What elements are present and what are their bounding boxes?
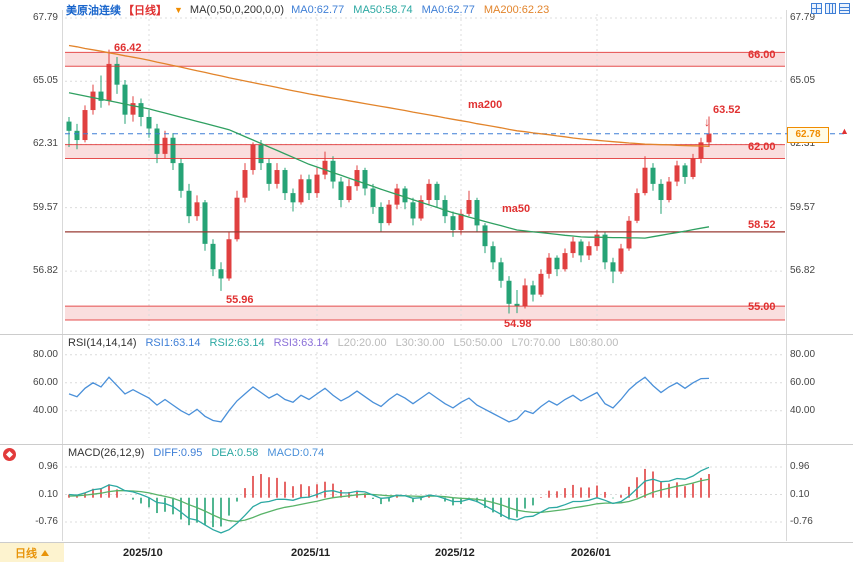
chart-header: 美原油连续 【日线】 ▼ MA(0,50,0,200,0,0) MA0:62.7…	[66, 2, 558, 18]
period-chip[interactable]: 日线	[0, 543, 64, 562]
ma-legend: MA0:62.77 MA50:58.74 MA0:62.77 MA200:62.23	[291, 4, 558, 16]
annotation-swing-high-1: 66.42	[114, 42, 142, 54]
ma50-line-label: ma50	[502, 203, 531, 215]
layout-grid-icon[interactable]	[811, 3, 822, 14]
legend-value: MA50:58.74	[353, 4, 413, 16]
legend-value: RSI2:63.14	[209, 337, 265, 349]
rsi-formula-label: RSI(14,14,14)	[68, 337, 137, 349]
x-axis-date-label: 2026/01	[571, 547, 611, 559]
axis-tick-label: 65.05	[790, 75, 816, 87]
axis-tick-label: 0.96	[790, 461, 810, 472]
plot-right-border	[786, 10, 787, 541]
ma-formula-label: MA(0,50,0,200,0,0)	[189, 4, 285, 16]
plot-left-border	[62, 10, 63, 541]
support-55-label: 55.00	[748, 301, 776, 313]
layout-toolbar	[811, 3, 850, 14]
annotation-swing-high-2: 63.52	[713, 104, 741, 116]
axis-tick-label: 56.82	[790, 265, 816, 277]
axis-tick-label: 60.00	[32, 376, 58, 388]
period-chip-label: 日线	[15, 547, 37, 560]
axis-tick-label: 0.10	[38, 488, 58, 500]
axis-tick-label: -0.76	[35, 516, 58, 527]
axis-tick-label: 80.00	[790, 348, 816, 360]
macd-legend: DIFF:0.95 DEA:0.58 MACD:0.74	[153, 447, 333, 459]
legend-value: RSI1:63.14	[145, 337, 201, 349]
axis-tick-label: 59.57	[790, 201, 816, 213]
macd-canvas[interactable]	[0, 462, 853, 540]
axis-tick-label: 60.00	[790, 376, 816, 388]
resistance-62-label: 62.00	[748, 141, 776, 153]
layout-columns-icon[interactable]	[825, 3, 836, 14]
macd-header: MACD(26,12,9) DIFF:0.95 DEA:0.58 MACD:0.74	[68, 447, 333, 459]
axis-tick-label: 0.96	[38, 461, 58, 472]
x-axis-date-label: 2025/10	[123, 547, 163, 559]
legend-value: MA0:62.77	[421, 4, 475, 16]
axis-tick-label: 65.05	[32, 75, 58, 87]
axis-tick-label: -0.76	[790, 516, 813, 527]
x-axis-date-label: 2025/11	[291, 547, 331, 559]
annotation-swing-low-1: 55.96	[226, 294, 254, 306]
layout-rows-icon[interactable]	[839, 3, 850, 14]
axis-tick-label: 80.00	[32, 348, 58, 360]
axis-tick-label: 67.79	[790, 12, 816, 23]
axis-tick-label: 59.57	[32, 201, 58, 213]
resistance-66-label: 66.00	[748, 49, 776, 61]
rsi-canvas[interactable]	[0, 352, 853, 438]
legend-value: DEA:0.58	[211, 447, 259, 459]
legend-value: MACD:0.74	[267, 447, 325, 459]
axis-tick-label: 62.31	[790, 138, 816, 150]
annotation-swing-low-2: 54.98	[504, 318, 532, 330]
legend-value: DIFF:0.95	[153, 447, 203, 459]
separator-xaxis	[0, 542, 853, 543]
axis-tick-label: 62.31	[32, 138, 58, 150]
chevron-up-icon	[41, 549, 49, 556]
last-price-tag: 62.78	[787, 127, 829, 143]
separator-rsi-macd	[0, 444, 853, 445]
macd-formula-label: MACD(26,12,9)	[68, 447, 145, 459]
ma200-line-label: ma200	[468, 99, 503, 111]
legend-value: L70:70.00	[511, 337, 561, 349]
legend-value: L80:80.00	[569, 337, 619, 349]
separator-main-rsi	[0, 334, 853, 335]
main-candlestick-canvas[interactable]	[0, 10, 853, 332]
sell-signal-arrow-icon: ↓	[704, 115, 710, 129]
axis-tick-label: 40.00	[790, 404, 816, 416]
price-marker-icon: ▲	[840, 126, 849, 136]
axis-tick-label: 56.82	[32, 265, 58, 277]
axis-tick-label: 67.79	[32, 12, 58, 23]
legend-value: L50:50.00	[453, 337, 503, 349]
axis-tick-label: 40.00	[32, 404, 58, 416]
legend-value: MA0:62.77	[291, 4, 345, 16]
legend-value: MA200:62.23	[483, 4, 550, 16]
level-5852-label: 58.52	[748, 219, 776, 231]
legend-value: L30:30.00	[395, 337, 445, 349]
legend-value: RSI3:63.14	[273, 337, 329, 349]
legend-value: L20:20.00	[337, 337, 387, 349]
x-axis-date-label: 2025/12	[435, 547, 475, 559]
symbol-title[interactable]: 美原油连续	[66, 5, 121, 17]
period-tag[interactable]: 【日线】	[123, 5, 167, 17]
period-dropdown-icon[interactable]: ▼	[174, 5, 183, 15]
rsi-legend: RSI1:63.14 RSI2:63.14 RSI3:63.14 L20:20.00 L…	[145, 337, 627, 349]
rsi-header: RSI(14,14,14) RSI1:63.14 RSI2:63.14 RSI3:6…	[68, 337, 627, 349]
axis-tick-label: 0.10	[790, 488, 810, 500]
promo-icon[interactable]	[3, 448, 16, 461]
